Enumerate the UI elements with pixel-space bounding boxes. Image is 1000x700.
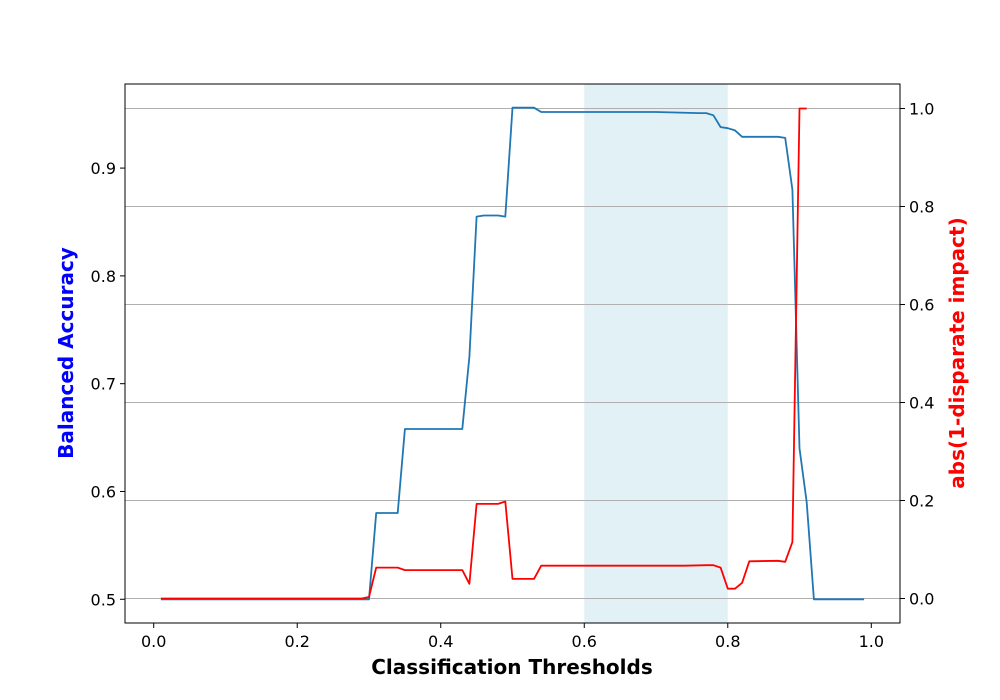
left-y-axis-title: Balanced Accuracy xyxy=(54,247,78,459)
left-y-tick-label: 0.7 xyxy=(91,375,116,394)
shaded-region-layer xyxy=(584,84,728,623)
left-y-tick-label: 0.9 xyxy=(91,159,116,178)
left-y-tick-label: 0.5 xyxy=(91,590,116,609)
right-y-axis-ticks: 0.0 0.2 0.4 0.6 0.8 1.0 xyxy=(900,100,934,609)
x-axis-ticks: 0.0 0.2 0.4 0.6 0.8 1.0 xyxy=(141,623,884,651)
left-y-axis-ticks: 0.5 0.6 0.7 0.8 0.9 xyxy=(91,159,125,609)
x-tick-label: 0.8 xyxy=(715,632,740,651)
left-y-tick-label: 0.8 xyxy=(91,267,116,286)
x-tick-label: 0.0 xyxy=(141,632,166,651)
right-y-tick-label: 0.4 xyxy=(909,394,934,413)
right-y-axis-title: abs(1-disparate impact) xyxy=(945,217,969,488)
left-y-tick-label: 0.6 xyxy=(91,482,116,501)
disparate-impact-line xyxy=(160,107,807,600)
right-y-tick-label: 0.2 xyxy=(909,492,934,511)
balanced-accuracy-line xyxy=(160,106,865,601)
right-y-tick-label: 0.6 xyxy=(909,296,934,315)
x-tick-label: 0.4 xyxy=(428,632,453,651)
x-tick-label: 0.6 xyxy=(572,632,597,651)
series-layer xyxy=(160,106,865,601)
x-tick-label: 0.2 xyxy=(284,632,309,651)
right-y-tick-label: 0.0 xyxy=(909,590,934,609)
x-axis-title: Classification Thresholds xyxy=(371,655,653,679)
plot-frame xyxy=(124,83,901,624)
x-tick-label: 1.0 xyxy=(859,632,884,651)
right-y-tick-label: 1.0 xyxy=(909,100,934,119)
right-y-tick-label: 0.8 xyxy=(909,198,934,217)
shaded-region xyxy=(584,84,728,623)
